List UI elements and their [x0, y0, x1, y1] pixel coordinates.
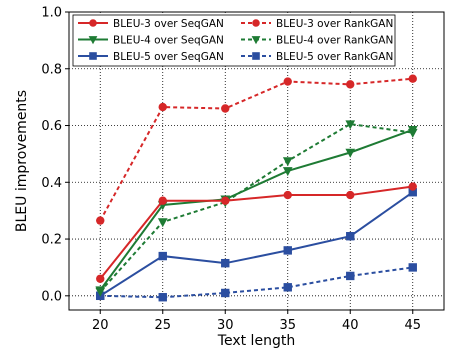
y-tick-label: 0.2: [41, 233, 62, 248]
data-point: [159, 252, 167, 260]
data-point: [284, 191, 292, 199]
data-point: [409, 74, 417, 82]
data-point: [159, 293, 167, 301]
x-tick-label: 30: [217, 318, 234, 333]
y-axis-label: BLEU improvements: [14, 90, 30, 232]
x-tick-label: 25: [154, 318, 171, 333]
series-line: [100, 79, 413, 221]
data-point: [221, 104, 229, 112]
y-tick-label: 0.0: [41, 289, 62, 304]
legend-label: BLEU-4 over SeqGAN: [113, 34, 224, 46]
x-axis-label: Text length: [217, 333, 295, 349]
legend-swatch-marker: [252, 52, 260, 60]
legend-label: BLEU-3 over SeqGAN: [113, 18, 224, 30]
series-1: [96, 74, 417, 224]
y-tick-label: 0.4: [41, 176, 62, 191]
series-line: [100, 267, 413, 297]
data-point: [346, 191, 354, 199]
data-point: [284, 246, 292, 254]
y-tick-label: 1.0: [41, 6, 62, 21]
legend-label: BLEU-4 over RankGAN: [276, 34, 393, 46]
y-tick-label: 0.6: [41, 119, 62, 134]
legend-swatch-marker: [89, 52, 97, 60]
data-point: [284, 283, 292, 291]
x-tick-label: 40: [342, 318, 359, 333]
data-point: [158, 218, 168, 227]
y-tick-label: 0.8: [41, 62, 62, 77]
data-point: [346, 272, 354, 280]
legend: BLEU-3 over SeqGAN BLEU-4 over SeqGAN BLEU…: [73, 15, 395, 66]
legend-swatch-marker: [89, 19, 97, 27]
series-2: [95, 126, 417, 295]
data-point: [409, 263, 417, 271]
x-tick-label: 20: [92, 318, 109, 333]
data-point: [221, 197, 229, 205]
data-point: [221, 289, 229, 297]
data-point: [409, 182, 417, 190]
x-tick-label: 35: [279, 318, 296, 333]
data-point: [96, 275, 104, 283]
data-point: [284, 77, 292, 85]
legend-label: BLEU-3 over RankGAN: [276, 18, 393, 30]
series-line: [100, 192, 413, 296]
data-point: [96, 216, 104, 224]
data-point: [346, 232, 354, 240]
legend-swatch-marker: [252, 19, 260, 27]
data-point: [159, 103, 167, 111]
legend-label: BLEU-5 over RankGAN: [276, 51, 393, 63]
data-point: [159, 197, 167, 205]
data-point: [221, 259, 229, 267]
series-3: [95, 120, 417, 296]
data-point: [346, 80, 354, 88]
data-point: [408, 129, 418, 138]
legend-label: BLEU-5 over SeqGAN: [113, 51, 224, 63]
x-tick-label: 45: [404, 318, 421, 333]
series-layer: [95, 74, 417, 301]
data-point: [283, 157, 293, 166]
